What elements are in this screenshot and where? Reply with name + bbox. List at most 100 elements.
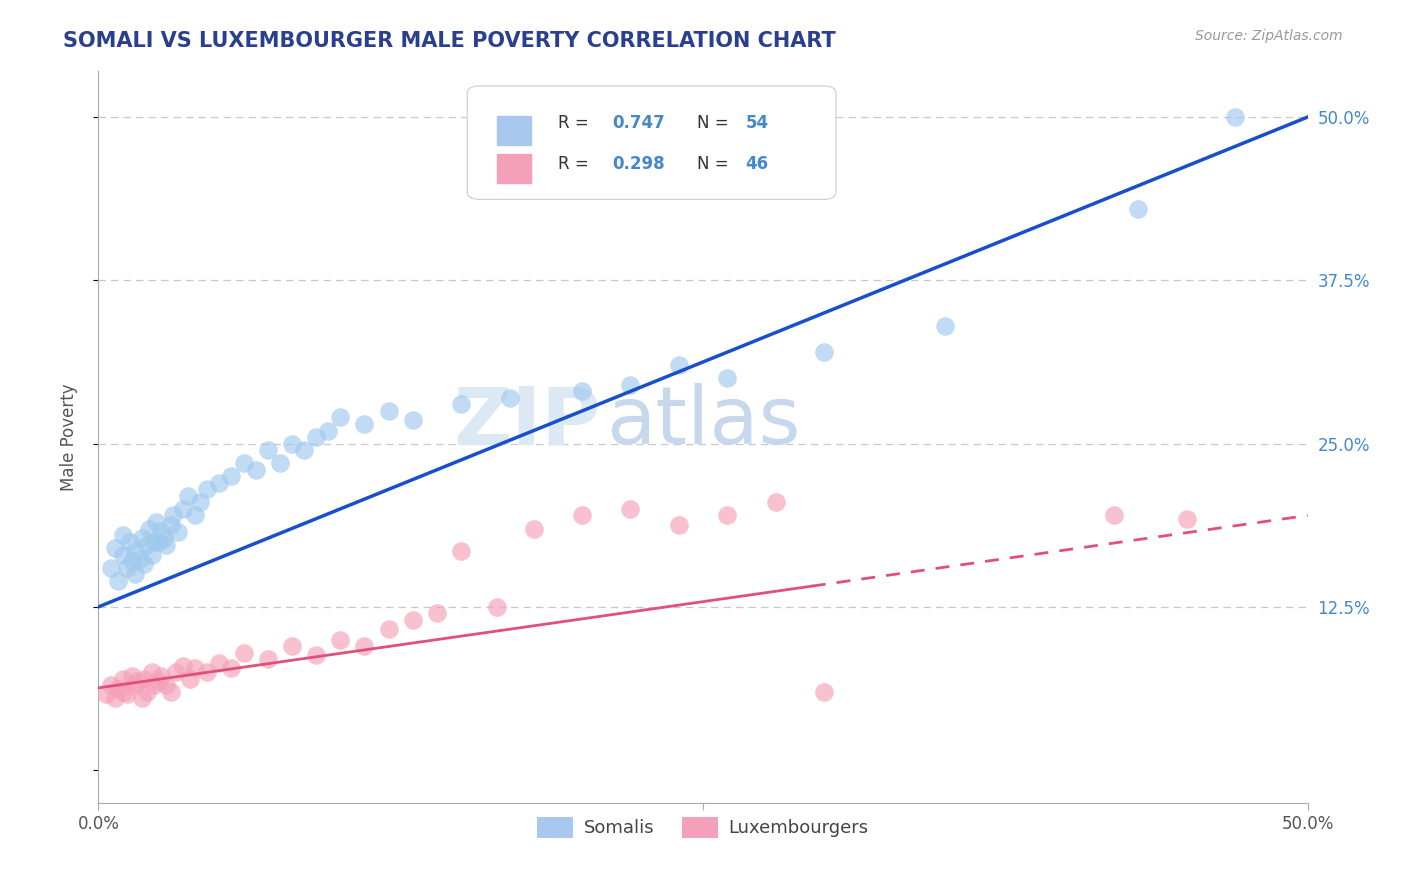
Point	[167, 525, 190, 540]
Point	[111, 528, 134, 542]
FancyBboxPatch shape	[498, 116, 531, 145]
Point	[138, 521, 160, 535]
Point	[150, 669, 173, 683]
Point	[141, 548, 163, 562]
Text: ZIP: ZIP	[453, 384, 600, 461]
Point	[100, 678, 122, 692]
Point	[172, 658, 194, 673]
Y-axis label: Male Poverty: Male Poverty	[59, 384, 77, 491]
Point	[134, 672, 156, 686]
Point	[256, 652, 278, 666]
Point	[135, 539, 157, 553]
Point	[104, 691, 127, 706]
Point	[165, 665, 187, 680]
Point	[269, 456, 291, 470]
Text: N =: N =	[697, 113, 734, 131]
Point	[160, 685, 183, 699]
Point	[145, 515, 167, 529]
Point	[155, 678, 177, 692]
Point	[100, 560, 122, 574]
Point	[523, 521, 546, 535]
Text: N =: N =	[697, 155, 734, 173]
Point	[1175, 512, 1198, 526]
Point	[162, 508, 184, 523]
Point	[377, 404, 399, 418]
Point	[353, 639, 375, 653]
Point	[221, 469, 243, 483]
Point	[402, 613, 425, 627]
Point	[184, 661, 207, 675]
Point	[104, 541, 127, 555]
Point	[813, 345, 835, 359]
Point	[135, 685, 157, 699]
Point	[131, 531, 153, 545]
FancyBboxPatch shape	[498, 153, 531, 183]
Text: SOMALI VS LUXEMBOURGER MALE POVERTY CORRELATION CHART: SOMALI VS LUXEMBOURGER MALE POVERTY CORR…	[63, 31, 837, 51]
Point	[668, 358, 690, 372]
Text: 0.747: 0.747	[613, 113, 665, 131]
Text: Source: ZipAtlas.com: Source: ZipAtlas.com	[1195, 29, 1343, 43]
Point	[316, 424, 339, 438]
Point	[195, 483, 218, 497]
Point	[131, 691, 153, 706]
Point	[184, 508, 207, 523]
Point	[117, 560, 139, 574]
Point	[292, 443, 315, 458]
Point	[94, 687, 117, 701]
Point	[450, 397, 472, 411]
Point	[1223, 110, 1246, 124]
FancyBboxPatch shape	[467, 86, 837, 200]
Point	[150, 524, 173, 538]
Point	[716, 371, 738, 385]
Text: 0.298: 0.298	[613, 155, 665, 173]
Point	[765, 495, 787, 509]
Point	[124, 567, 146, 582]
Point	[141, 665, 163, 680]
Text: R =: R =	[558, 113, 593, 131]
Point	[232, 646, 254, 660]
Point	[450, 543, 472, 558]
Point	[813, 685, 835, 699]
Point	[179, 672, 201, 686]
Point	[305, 430, 328, 444]
Point	[121, 554, 143, 568]
Text: 54: 54	[745, 113, 769, 131]
Point	[107, 574, 129, 588]
Point	[426, 607, 449, 621]
Point	[571, 508, 593, 523]
Point	[329, 632, 352, 647]
Point	[155, 539, 177, 553]
Point	[619, 377, 641, 392]
Point	[305, 648, 328, 663]
Point	[195, 665, 218, 680]
Point	[172, 502, 194, 516]
Point	[571, 384, 593, 399]
Point	[1102, 508, 1125, 523]
Point	[934, 319, 956, 334]
Point	[668, 517, 690, 532]
Point	[152, 531, 174, 545]
Point	[117, 687, 139, 701]
Legend: Somalis, Luxembourgers: Somalis, Luxembourgers	[530, 810, 876, 845]
Point	[111, 685, 134, 699]
Point	[124, 678, 146, 692]
Point	[281, 639, 304, 653]
Point	[124, 543, 146, 558]
Point	[160, 517, 183, 532]
Point	[329, 410, 352, 425]
Text: R =: R =	[558, 155, 593, 173]
Point	[107, 682, 129, 697]
Point	[232, 456, 254, 470]
Point	[498, 391, 520, 405]
Point	[148, 534, 170, 549]
Point	[619, 502, 641, 516]
Point	[245, 463, 267, 477]
Point	[148, 674, 170, 689]
Point	[121, 669, 143, 683]
Point	[127, 674, 149, 689]
Point	[208, 475, 231, 490]
Point	[188, 495, 211, 509]
Text: 46: 46	[745, 155, 769, 173]
Point	[143, 534, 166, 549]
Point	[256, 443, 278, 458]
